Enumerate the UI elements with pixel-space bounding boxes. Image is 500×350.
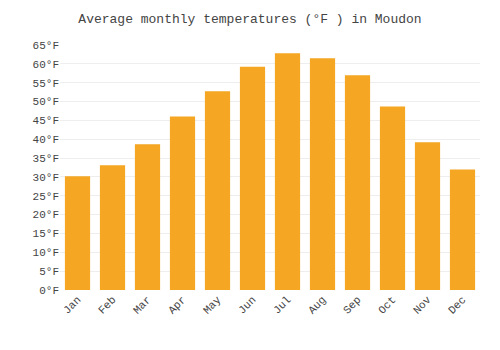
svg-text:35°F: 35°F (33, 153, 59, 165)
svg-text:Jun: Jun (236, 294, 258, 316)
svg-text:15°F: 15°F (33, 228, 59, 240)
svg-text:40°F: 40°F (33, 134, 59, 146)
svg-text:Jan: Jan (61, 294, 83, 316)
svg-text:5°F: 5°F (39, 266, 59, 278)
svg-text:20°F: 20°F (33, 209, 59, 221)
svg-text:55°F: 55°F (33, 78, 59, 90)
svg-text:Apr: Apr (166, 294, 188, 316)
svg-text:60°F: 60°F (33, 59, 59, 71)
svg-text:50°F: 50°F (33, 96, 59, 108)
svg-text:Oct: Oct (376, 294, 398, 316)
svg-text:Dec: Dec (446, 294, 468, 316)
svg-text:25°F: 25°F (33, 191, 59, 203)
svg-text:May: May (201, 294, 224, 317)
svg-text:45°F: 45°F (33, 115, 59, 127)
svg-text:Jul: Jul (271, 294, 293, 316)
svg-text:Sep: Sep (341, 294, 363, 316)
svg-text:Mar: Mar (131, 294, 153, 316)
svg-text:Average monthly temperatures (: Average monthly temperatures (°F ) in Mo… (78, 12, 421, 27)
svg-text:65°F: 65°F (33, 40, 59, 52)
svg-text:Aug: Aug (306, 294, 328, 316)
svg-text:Feb: Feb (96, 294, 118, 316)
svg-text:0°F: 0°F (39, 285, 59, 297)
svg-text:30°F: 30°F (33, 172, 59, 184)
svg-text:10°F: 10°F (33, 247, 59, 259)
svg-text:Nov: Nov (411, 294, 434, 317)
